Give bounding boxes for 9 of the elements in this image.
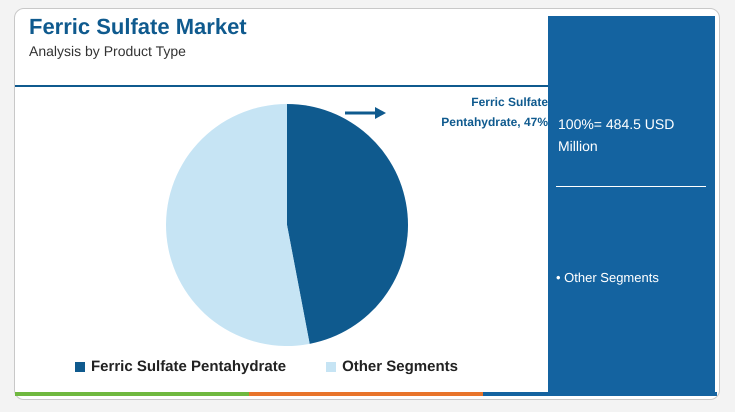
- text: • Other Segments: [556, 270, 659, 285]
- pie-slice: [166, 104, 310, 346]
- text: 100%= 484.5 USD Million: [558, 115, 676, 156]
- pie-slice: [287, 104, 408, 344]
- legend-label: Other Segments: [342, 358, 458, 375]
- data-label: Ferric Sulfate Pentahydrate, 47%: [440, 94, 548, 131]
- chart-title: Ferric Sulfate Market: [29, 14, 247, 40]
- legend-label: Ferric Sulfate Pentahydrate: [91, 358, 286, 375]
- chart-subtitle: Analysis by Product Type: [29, 43, 186, 59]
